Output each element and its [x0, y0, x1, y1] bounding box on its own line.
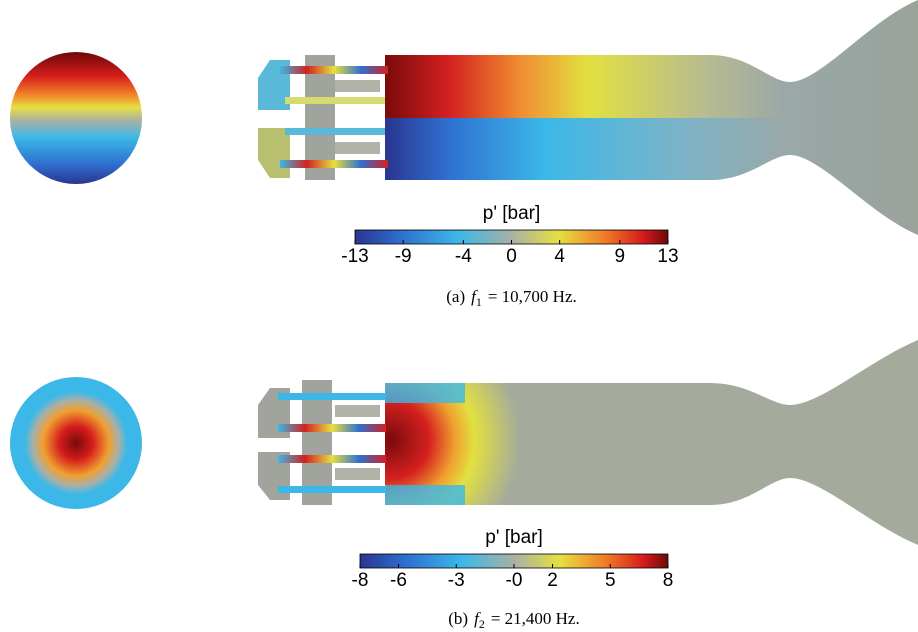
chamber-field	[385, 0, 918, 118]
injector	[258, 380, 386, 505]
cross-section	[10, 52, 142, 184]
colorbar-tick-label: 5	[605, 570, 616, 591]
caption-tag: (b)	[448, 609, 468, 628]
colorbar-label: p' [bar]	[483, 203, 541, 224]
colorbar-tick-label: -4	[455, 246, 472, 267]
colorbar-tick-label: -13	[341, 246, 368, 267]
colorbar-tick-label: 8	[663, 570, 674, 591]
caption-symbol: f	[471, 287, 478, 306]
caption-symbol: f	[474, 609, 481, 628]
caption-subscript: 2	[479, 617, 485, 631]
colorbar-tick-label: -8	[352, 570, 369, 591]
caption-tag: (a)	[446, 287, 465, 306]
caption-subscript: 1	[476, 295, 482, 309]
colorbar-tick-label: -0	[506, 570, 523, 591]
injector	[258, 55, 388, 180]
caption: (a) f1 = 10,700 Hz.	[446, 287, 577, 309]
chamber-field	[385, 485, 465, 505]
chamber-field	[385, 383, 465, 403]
colorbar-tick-label: 9	[615, 246, 626, 267]
colorbar-tick-label: -3	[448, 570, 465, 591]
cross-section	[10, 377, 142, 509]
colorbar-tick-label: 2	[547, 570, 558, 591]
colorbar-tick-label: -9	[395, 246, 412, 267]
caption: (b) f2 = 21,400 Hz.	[448, 609, 579, 631]
colorbar-tick-label: -6	[390, 570, 407, 591]
chamber-field	[385, 340, 918, 545]
caption-text: = 10,700 Hz.	[488, 287, 577, 306]
colorbar-label: p' [bar]	[485, 527, 543, 548]
chamber-field	[385, 118, 918, 235]
colorbar-tick-label: 0	[506, 246, 517, 267]
colorbar-tick-label: 4	[554, 246, 565, 267]
caption-text: = 21,400 Hz.	[491, 609, 580, 628]
colorbar-tick-label: 13	[657, 246, 678, 267]
